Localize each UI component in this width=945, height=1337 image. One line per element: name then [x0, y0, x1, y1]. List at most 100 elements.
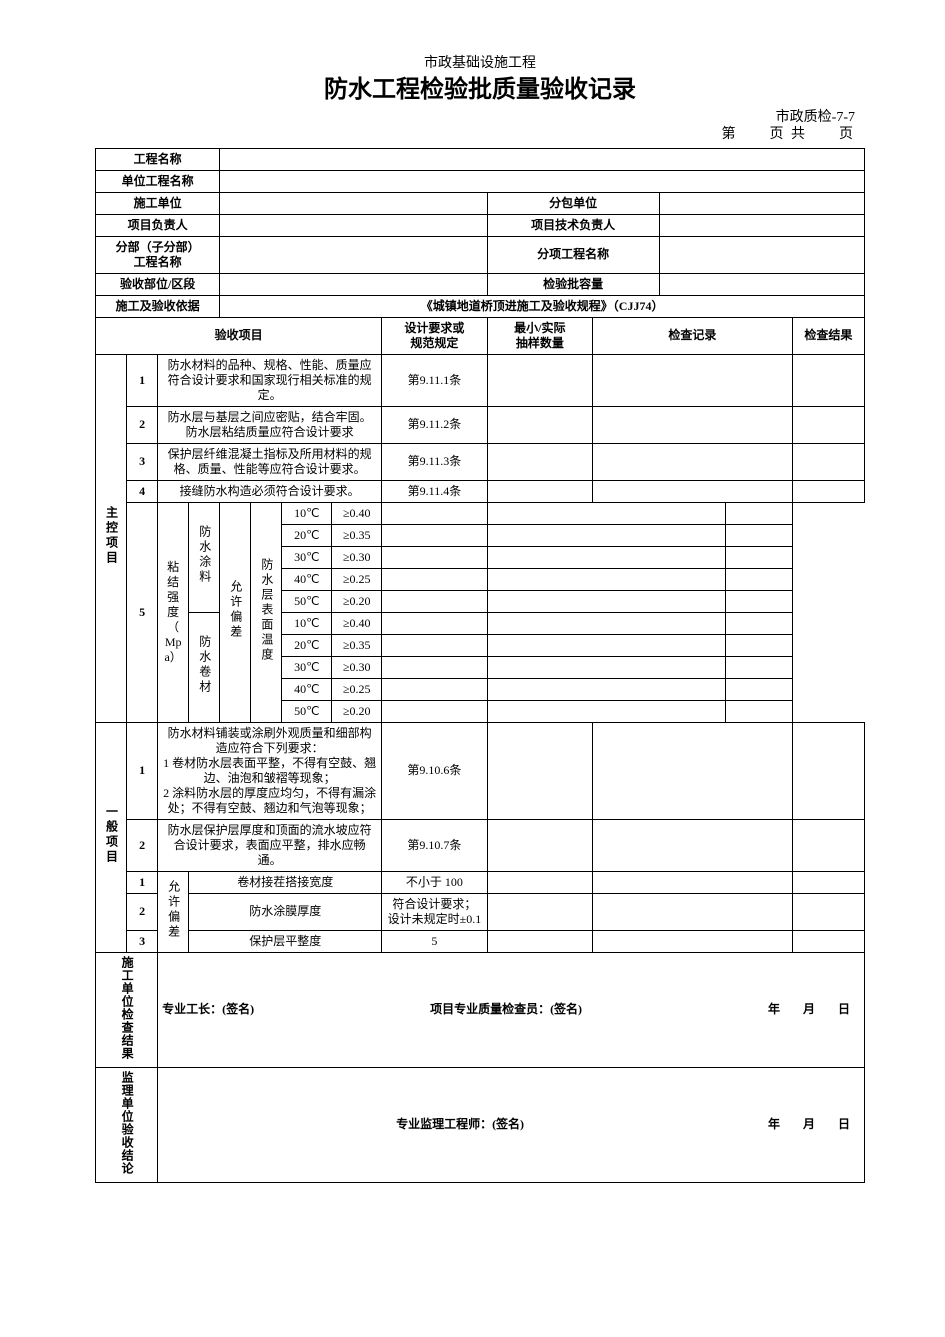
m3-desc: 保护层纤维混凝土指标及所用材料的规格、质量、性能等应符合设计要求。 [158, 443, 382, 480]
page-title: 防水工程检验批质量验收记录 [95, 75, 865, 105]
label-batch-cap: 检验批容量 [487, 273, 659, 295]
label-basis: 施工及验收依据 [96, 295, 220, 317]
bond-res9 [726, 700, 793, 722]
m4-no: 4 [127, 480, 158, 502]
m3-result [792, 443, 864, 480]
m2-record [593, 406, 793, 443]
m4-sample [487, 480, 592, 502]
a3-sample [487, 930, 592, 952]
bond-r2 [487, 546, 726, 568]
column-header: 验收项目 设计要求或 规范规定 最小/实际 抽样数量 检查记录 检查结果 [96, 317, 865, 354]
bond-s2 [382, 546, 487, 568]
bond-v7: ≥0.30 [332, 656, 382, 678]
bond-t5: 10℃ [282, 612, 332, 634]
a3-record [593, 930, 793, 952]
supervisor-eng-label: 专业监理工程师：(签名) [396, 1117, 524, 1132]
bond-s1 [382, 524, 487, 546]
a1-no: 1 [127, 871, 158, 893]
bond-r4 [487, 590, 726, 612]
g1-no: 1 [127, 722, 158, 819]
g2-record [593, 819, 793, 871]
value-division [220, 236, 487, 273]
meta-row: 分部（子分部） 工程名称 分项工程名称 [96, 236, 865, 273]
label-unit-project: 单位工程名称 [96, 170, 220, 192]
general-row: 2 防水层保护层厚度和顶面的流水坡应符合设计要求，表面应平整，排水应畅通。 第9… [96, 819, 865, 871]
g1-record [593, 722, 793, 819]
bond-res6 [726, 634, 793, 656]
bond-r5 [487, 612, 726, 634]
g1-sample [487, 722, 592, 819]
bond-s3 [382, 568, 487, 590]
bond-t3: 40℃ [282, 568, 332, 590]
bond-no: 5 [127, 502, 158, 722]
meta-row: 施工及验收依据 《城镇地道桥顶进施工及验收规程》（CJJ74） [96, 295, 865, 317]
main-row: 4 接缝防水构造必须符合设计要求。 第9.11.4条 [96, 480, 865, 502]
m2-desc: 防水层与基层之间应密贴，结合牢固。防水层粘结质量应符合设计要求 [158, 406, 382, 443]
a2-result [792, 893, 864, 930]
a1-spec: 不小于 100 [382, 871, 487, 893]
meta-row: 项目负责人 项目技术负责人 [96, 214, 865, 236]
meta-row: 单位工程名称 [96, 170, 865, 192]
date-slots-1: 年 月 日 [758, 1002, 860, 1017]
bond-s9 [382, 700, 487, 722]
bond-v4: ≥0.20 [332, 590, 382, 612]
bond-res3 [726, 568, 793, 590]
g2-desc: 防水层保护层厚度和顶面的流水坡应符合设计要求，表面应平整，排水应畅通。 [158, 819, 382, 871]
bond-paint: 防水涂料 [189, 502, 220, 612]
m2-spec: 第9.11.2条 [382, 406, 487, 443]
sign-constructor-row: 施工单位检查结果 专业工长：(签名) 项目专业质量检查员：(签名) 年 月 日 [96, 952, 865, 1067]
bond-t1: 20℃ [282, 524, 332, 546]
bond-row: 5 粘结强度（ Mpa） 防水涂料 允许偏差 防水层表面温度 10℃ ≥0.40 [96, 502, 865, 524]
a3-name: 保护层平整度 [189, 930, 382, 952]
qc-label: 项目专业质量检查员：(签名) [430, 1002, 582, 1017]
meta-row: 验收部位/区段 检验批容量 [96, 273, 865, 295]
m2-result [792, 406, 864, 443]
pretitle: 市政基础设施工程 [95, 55, 865, 73]
value-subitem [659, 236, 864, 273]
a1-record [593, 871, 793, 893]
bond-v3: ≥0.25 [332, 568, 382, 590]
label-subitem: 分项工程名称 [487, 236, 659, 273]
bond-row: 防水卷材 10℃ ≥0.40 [96, 612, 865, 634]
main-row: 3 保护层纤维混凝土指标及所用材料的规格、质量、性能等应符合设计要求。 第9.1… [96, 443, 865, 480]
value-tech-leader [659, 214, 864, 236]
m1-desc: 防水材料的品种、规格、性能、质量应符合设计要求和国家现行相关标准的规定。 [158, 354, 382, 406]
bond-r9 [487, 700, 726, 722]
bond-r1 [487, 524, 726, 546]
bond-t4: 50℃ [282, 590, 332, 612]
m3-spec: 第9.11.3条 [382, 443, 487, 480]
section-allow: 允许偏差 [158, 871, 189, 952]
label-project-leader: 项目负责人 [96, 214, 220, 236]
bond-t7: 30℃ [282, 656, 332, 678]
m2-no: 2 [127, 406, 158, 443]
sign-supervisor-row: 监理单位验收结论 专业监理工程师：(签名) 年 月 日 [96, 1067, 865, 1182]
sign-supervisor-block: 专业监理工程师：(签名) 年 月 日 [158, 1067, 865, 1182]
col-spec: 设计要求或 规范规定 [382, 317, 487, 354]
value-basis: 《城镇地道桥顶进施工及验收规程》（CJJ74） [220, 295, 865, 317]
meta-row: 施工单位 分包单位 [96, 192, 865, 214]
general-row: 一般项目 1 防水材料铺装或涂刷外观质量和细部构造应符合下列要求： 1 卷材防水… [96, 722, 865, 819]
bond-v1: ≥0.35 [332, 524, 382, 546]
allow-row: 3 保护层平整度 5 [96, 930, 865, 952]
bond-res4 [726, 590, 793, 612]
value-unit-project [220, 170, 865, 192]
meta-row: 工程名称 [96, 148, 865, 170]
m1-no: 1 [127, 354, 158, 406]
m4-spec: 第9.11.4条 [382, 480, 487, 502]
allow-row: 1 允许偏差 卷材接茬搭接宽度 不小于 100 [96, 871, 865, 893]
bond-res0 [726, 502, 793, 524]
bond-v5: ≥0.40 [332, 612, 382, 634]
bond-res5 [726, 612, 793, 634]
sign-constructor-block: 专业工长：(签名) 项目专业质量检查员：(签名) 年 月 日 [158, 952, 865, 1067]
label-project-name: 工程名称 [96, 148, 220, 170]
m1-sample [487, 354, 592, 406]
m4-record [593, 480, 793, 502]
bond-label: 粘结强度（ Mpa） [158, 502, 189, 722]
a1-sample [487, 871, 592, 893]
bond-t0: 10℃ [282, 502, 332, 524]
a2-sample [487, 893, 592, 930]
section-main-ctrl: 主控项目 [96, 354, 127, 722]
bond-t8: 40℃ [282, 678, 332, 700]
m2-sample [487, 406, 592, 443]
bond-r7 [487, 656, 726, 678]
